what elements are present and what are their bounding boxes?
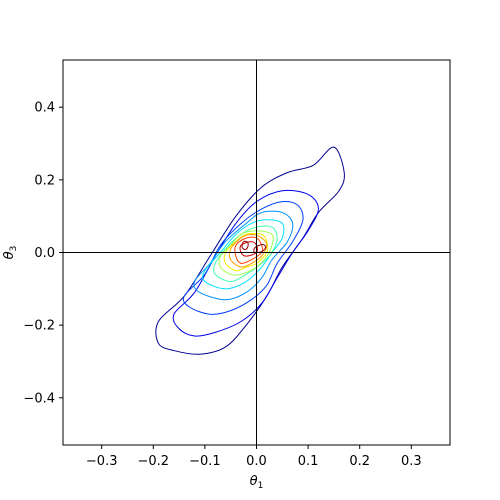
contour-level-4-3 bbox=[193, 210, 294, 301]
x-axis-label: θ1 bbox=[250, 474, 264, 491]
x-tick-label: −0.1 bbox=[189, 454, 221, 469]
plot-axes: −0.3 −0.2 −0.1 0.0 0.1 0.2 0.3 0.40.20.0−0.2−0… bbox=[23, 59, 451, 469]
y-tick-label: −0.4 bbox=[23, 391, 55, 406]
x-tick-label: 0.1 bbox=[298, 454, 319, 469]
contour-level-7-6 bbox=[218, 230, 274, 276]
contour-level-10-9 bbox=[234, 236, 264, 264]
contour-level-8-7 bbox=[223, 232, 269, 272]
y-tick-label: 0.0 bbox=[34, 246, 55, 261]
x-axis-ticks: −0.3 −0.2 −0.1 0.0 0.1 0.2 0.3 bbox=[86, 445, 422, 469]
y-axis-label: θ3 bbox=[2, 246, 19, 260]
contour-level-12-11 bbox=[241, 240, 249, 251]
x-tick-label: −0.3 bbox=[86, 454, 118, 469]
contour-lines bbox=[155, 146, 345, 355]
x-tick-label: 0.3 bbox=[401, 454, 422, 469]
contour-level-6-5 bbox=[213, 225, 278, 283]
x-tick-label: −0.2 bbox=[138, 454, 170, 469]
y-tick-label: −0.2 bbox=[23, 319, 55, 334]
y-tick-label: 0.2 bbox=[34, 173, 55, 188]
y-axis-ticks: 0.4 0.2 0.0 −0.2 −0.4 bbox=[23, 101, 63, 406]
contour-level-9-8 bbox=[228, 233, 268, 268]
x-tick-label: 0.0 bbox=[246, 454, 267, 469]
y-tick-label: 0.4 bbox=[34, 101, 55, 116]
x-tick-label: 0.2 bbox=[349, 454, 370, 469]
